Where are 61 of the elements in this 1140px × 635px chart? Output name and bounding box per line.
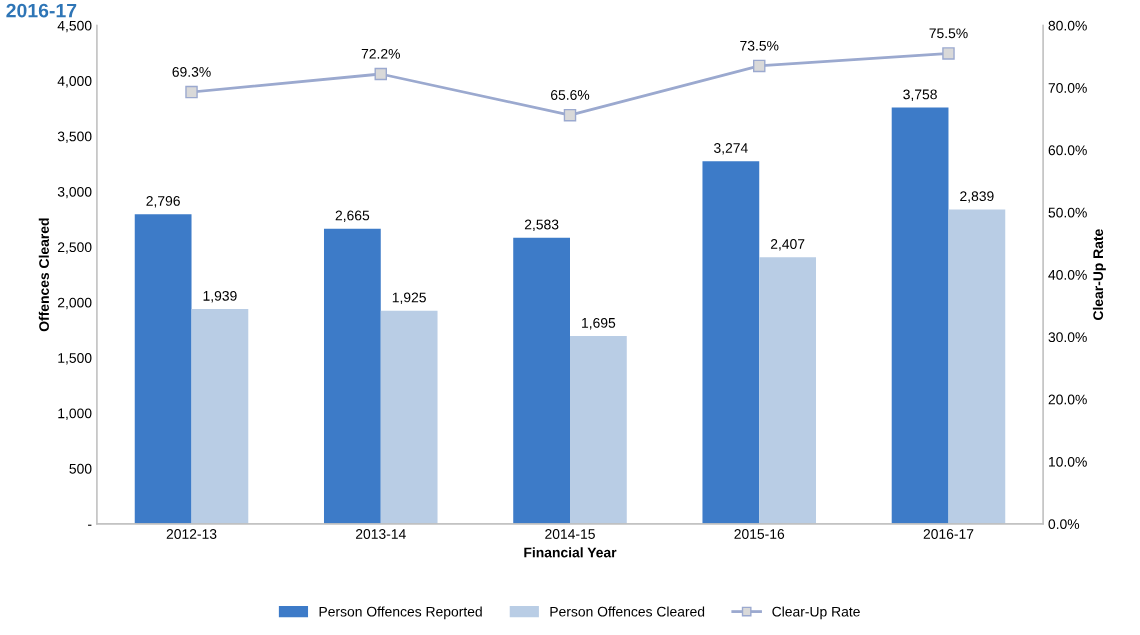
y-tick-label: 2,500 xyxy=(57,242,92,254)
point xyxy=(185,85,198,99)
data-label: 75.5% xyxy=(929,28,968,39)
bar xyxy=(759,257,817,524)
x-axis-title: Financial Year xyxy=(524,547,617,558)
bar xyxy=(191,309,249,524)
legend-label: Clear-Up Rate xyxy=(772,606,860,620)
y2-tick-label: 60.0% xyxy=(1048,145,1087,156)
data-label: 2,583 xyxy=(524,219,559,232)
data-label: 2,839 xyxy=(960,191,994,203)
x-tick-label: 2013-14 xyxy=(355,529,406,539)
y-tick-label: 4,000 xyxy=(57,76,92,88)
data-label: 2,665 xyxy=(335,210,370,223)
point xyxy=(752,59,766,73)
bar xyxy=(513,237,570,524)
x-tick-label: 2012-13 xyxy=(166,529,217,539)
y-tick-label: 2,000 xyxy=(57,297,92,310)
y2-axis-title: Clear-Up Rate xyxy=(1092,229,1106,320)
x-tick-label: 2016-17 xyxy=(923,529,974,539)
data-label: 69.3% xyxy=(172,66,211,77)
data-label: 72.2% xyxy=(361,48,400,59)
bar xyxy=(891,107,949,524)
data-label: 3,758 xyxy=(903,89,937,101)
y-tick-label: 3,500 xyxy=(57,131,92,143)
chart-title: 2016-17 xyxy=(6,3,77,18)
data-label: 2,796 xyxy=(146,196,180,208)
legend-label: Person Offences Reported xyxy=(319,606,482,620)
point xyxy=(563,108,577,122)
data-label: 1,939 xyxy=(203,290,237,303)
bar xyxy=(570,336,627,524)
y-tick-label: 500 xyxy=(69,463,92,474)
bar xyxy=(948,209,1006,524)
y2-tick-label: 0.0% xyxy=(1048,519,1080,530)
legend-label: Person Offences Cleared xyxy=(550,606,705,617)
point xyxy=(942,47,955,60)
y2-tick-label: 20.0% xyxy=(1048,394,1087,405)
y2-tick-label: 30.0% xyxy=(1048,332,1087,343)
data-label: 1,925 xyxy=(392,292,426,304)
y-tick-label: 4,500 xyxy=(57,20,92,33)
data-label: 2,407 xyxy=(770,239,805,251)
y2-tick-label: 10.0% xyxy=(1049,456,1087,467)
data-label: 65.6% xyxy=(551,90,590,100)
y-tick-label: 1,500 xyxy=(58,353,92,365)
bar xyxy=(380,310,438,524)
x-tick-label: 2014-15 xyxy=(545,529,595,539)
y-tick-label: 1,000 xyxy=(58,408,92,420)
point xyxy=(374,67,388,81)
y-tick-label: - xyxy=(88,524,92,526)
x-tick-label: 2015-16 xyxy=(734,529,785,539)
bar xyxy=(702,161,760,524)
y-tick-label: 3,000 xyxy=(57,186,92,199)
y2-tick-label: 80.0% xyxy=(1048,20,1087,31)
y2-tick-label: 70.0% xyxy=(1048,83,1087,93)
data-label: 73.5% xyxy=(740,40,779,51)
bar xyxy=(134,214,192,524)
bar xyxy=(323,228,381,524)
y2-tick-label: 50.0% xyxy=(1048,207,1087,218)
y2-tick-label: 40.0% xyxy=(1048,269,1087,280)
data-label: 3,274 xyxy=(714,143,748,155)
y-axis-title: Offences Cleared xyxy=(38,218,49,332)
data-label: 1,695 xyxy=(582,317,616,330)
